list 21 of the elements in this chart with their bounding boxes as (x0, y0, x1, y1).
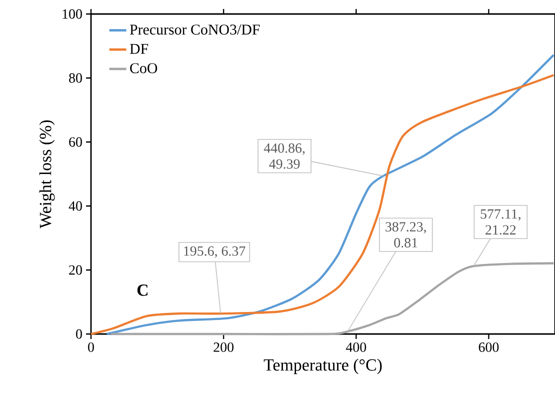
y-tick-label: 60 (69, 137, 82, 147)
y-axis-title: Weight loss (%) (39, 120, 55, 228)
annotation: 195.6, 6.37 (184, 246, 246, 258)
annotation: 577.11, 21.22 (480, 209, 520, 235)
legend-label: CoO (130, 63, 158, 74)
annotation: 387.23, 0.81 (386, 222, 426, 248)
x-tick-label: 600 (478, 342, 499, 352)
annotation: C (137, 284, 148, 296)
x-tick-label: 400 (346, 342, 366, 352)
legend-label: Precursor CoNO3/DF (130, 24, 260, 35)
y-tick-label: 100 (62, 9, 82, 19)
legend-label: DF (130, 44, 148, 54)
y-tick-label: 20 (69, 265, 82, 275)
annotation: 440.86, 49.39 (264, 143, 305, 169)
x-axis-title: Temperature (°C) (264, 358, 382, 374)
line-series (110, 262, 555, 336)
y-tick-label: 80 (69, 73, 82, 83)
x-tick-label: 0 (88, 342, 94, 352)
y-tick-label: 0 (76, 329, 82, 339)
y-tick-label: 40 (68, 201, 82, 211)
x-tick-label: 200 (214, 342, 234, 352)
